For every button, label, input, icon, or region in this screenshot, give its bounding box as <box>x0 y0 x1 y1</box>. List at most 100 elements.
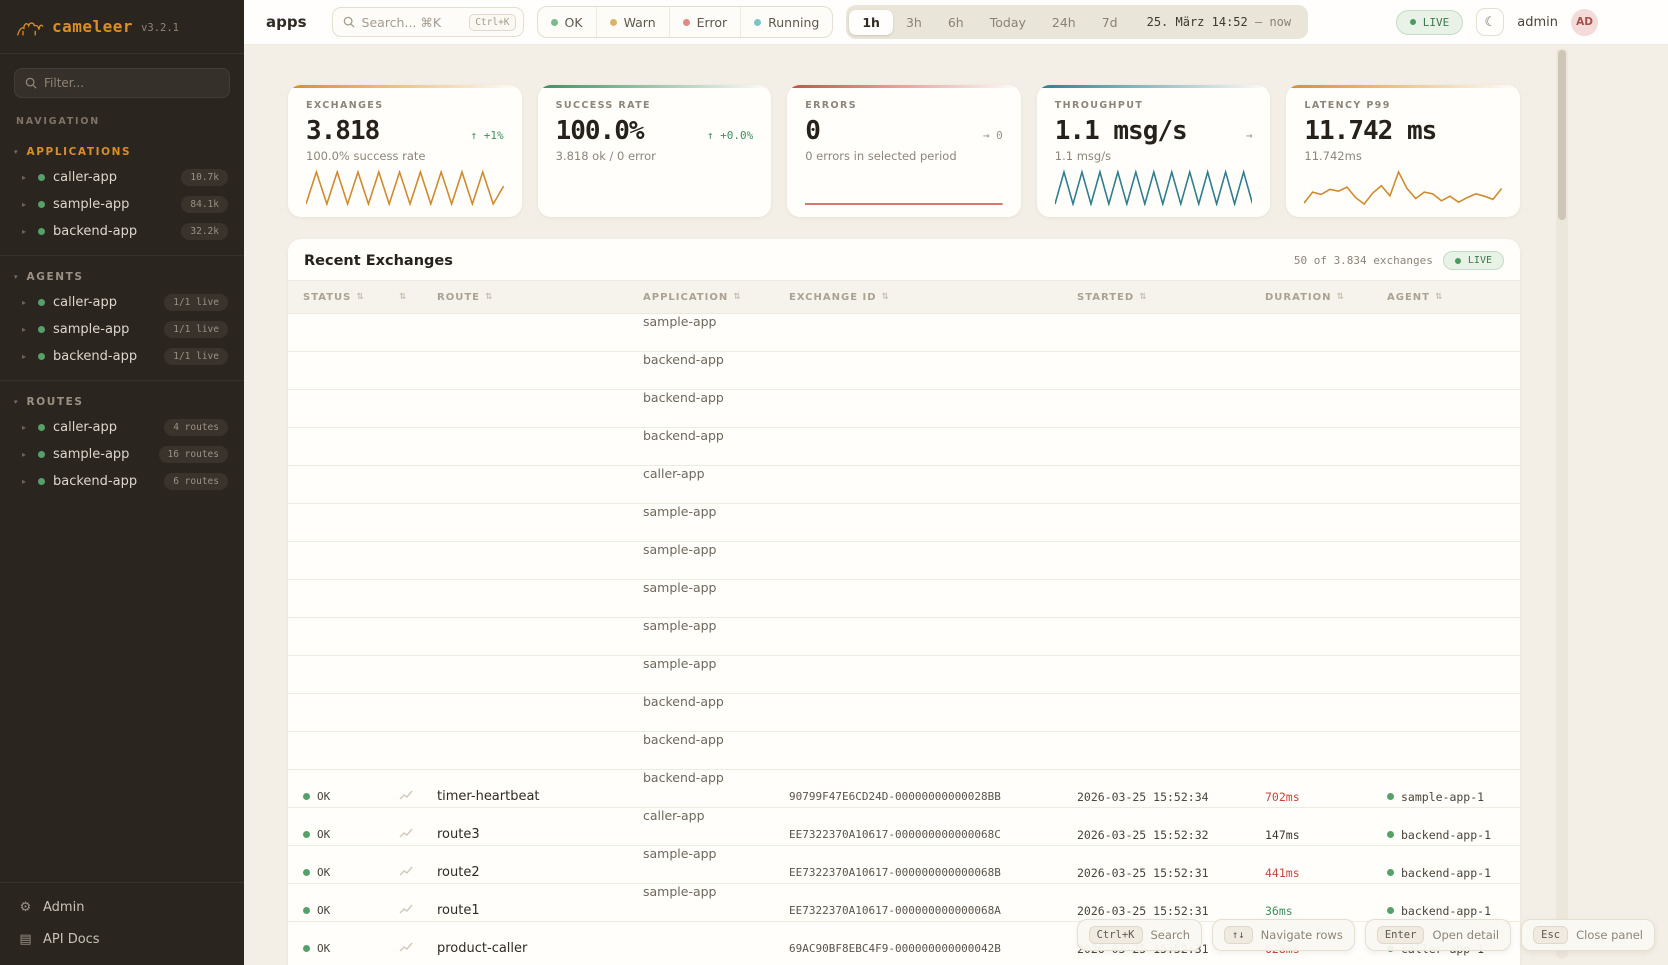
hint-search: Ctrl+K Search <box>1076 919 1203 951</box>
table-row[interactable]: OKroute2backend-appEE7322370A10617-00000… <box>288 732 1520 770</box>
sort-icon: ⇅ <box>1139 292 1148 302</box>
status-cell: OK <box>303 942 399 955</box>
sidebar-item-caller-app[interactable]: ▸ caller-app 4 routes <box>0 414 244 441</box>
section-header-routes[interactable]: ▾ ROUTES <box>0 389 244 414</box>
sidebar-sections: ▾ APPLICATIONS ▸ caller-app 10.7k ▸ sample-app… <box>0 131 244 505</box>
range-button-3h[interactable]: 3h <box>893 10 935 35</box>
status-dot <box>754 18 762 26</box>
section-header-applications[interactable]: ▾ APPLICATIONS <box>0 139 244 164</box>
card-accent-bar <box>288 85 522 88</box>
sparkline <box>1054 169 1253 206</box>
started-cell: 2026-03-25 15:52:32 <box>1077 827 1209 842</box>
sidebar-item-caller-app[interactable]: ▸ caller-app 10.7k <box>0 164 244 191</box>
application-cell: backend-app <box>643 732 724 747</box>
status-filter-ok[interactable]: OK <box>538 7 596 37</box>
status-dot <box>682 18 690 26</box>
column-header-route[interactable]: ROUTE ⇅ <box>437 292 643 303</box>
trend-spark-icon <box>399 942 413 952</box>
status-dot <box>38 326 45 333</box>
range-button-7d[interactable]: 7d <box>1089 10 1131 35</box>
card-label: SUCCESS RATE <box>555 100 651 111</box>
scrollbar[interactable] <box>1556 48 1568 959</box>
status-filter-error[interactable]: Error <box>668 7 740 37</box>
sparkline <box>1304 170 1502 206</box>
table-row[interactable]: OKtimer-heartbeatsample-app90799F47E6CD2… <box>288 618 1520 656</box>
card-value: 100.0% <box>555 116 645 146</box>
card-accent-bar <box>1286 85 1520 88</box>
theme-toggle-button[interactable]: ☾ <box>1476 8 1505 36</box>
sidebar-item-backend-app[interactable]: ▸ backend-app 1/1 live <box>0 343 244 370</box>
sidebar-item-sample-app[interactable]: ▸ sample-app 1/1 live <box>0 316 244 343</box>
search-input[interactable] <box>361 14 463 30</box>
section-label: AGENTS <box>26 271 84 283</box>
sidebar-item-label: caller-app <box>53 295 118 310</box>
column-header-started[interactable]: STARTED ⇅ <box>1077 292 1265 303</box>
table-row[interactable]: OKproduct-callercaller-app69AC90BF8EBC4F… <box>288 808 1520 846</box>
sidebar-footer-admin[interactable]: ⚙ Admin <box>0 891 244 923</box>
table-row[interactable]: OKroute1backend-appEE7322370A10617-00000… <box>288 770 1520 808</box>
sidebar-item-backend-app[interactable]: ▸ backend-app 6 routes <box>0 468 244 495</box>
status-cell: OK <box>303 866 399 879</box>
table-header-bar: Recent Exchanges 50 of 3.834 exchanges L… <box>288 239 1520 280</box>
sidebar-item-backend-app[interactable]: ▸ backend-app 32.2k <box>0 218 244 245</box>
agent-label: sample-app-1 <box>1401 789 1485 804</box>
hint-close-panel: Esc Close panel <box>1521 919 1655 951</box>
search-icon <box>343 16 355 28</box>
table-row[interactable]: OKroute3backend-appEE7322370A10617-00000… <box>288 694 1520 732</box>
date-separator: — <box>1247 15 1270 29</box>
table-row[interactable]: OKdata-gen-filessample-app90799F47E6CD24… <box>288 884 1520 922</box>
status-filter-group: OK Warn Error Running <box>536 6 834 38</box>
range-button-1h[interactable]: 1h <box>849 9 893 35</box>
started-cell: 2026-03-25 15:52:31 <box>1077 865 1209 880</box>
column-header-status[interactable]: STATUS ⇅ <box>303 292 399 303</box>
app-name: cameleer <box>52 17 134 36</box>
card-label: LATENCY P99 <box>1304 100 1391 111</box>
app-logo[interactable]: cameleer v3.2.1 <box>0 0 244 54</box>
section-header-agents[interactable]: ▾ AGENTS <box>0 264 244 289</box>
table-row[interactable]: OKdata-gen-nested-splitsample-app90799F4… <box>288 656 1520 694</box>
sort-icon: ⇅ <box>356 292 365 302</box>
sidebar-item-caller-app[interactable]: ▸ caller-app 1/1 live <box>0 289 244 316</box>
sidebar-item-sample-app[interactable]: ▸ sample-app 16 routes <box>0 441 244 468</box>
filter-input[interactable] <box>44 76 219 90</box>
scrollbar-thumb[interactable] <box>1558 50 1566 220</box>
table-row[interactable]: OKfile-processingsample-app90799F47E6CD2… <box>288 846 1520 884</box>
table-row[interactable]: OKerror-handling-testsample-app90799F47E… <box>288 580 1520 618</box>
table-row[interactable]: OKdata-gen-orderssample-app90799F47E6CD2… <box>288 542 1520 580</box>
status-cell: OK <box>303 904 399 917</box>
column-header-application[interactable]: APPLICATION ⇅ <box>643 292 789 303</box>
card-delta: ↑ +0.0% <box>706 129 754 142</box>
status-filter-running[interactable]: Running <box>740 7 832 37</box>
range-button-24h[interactable]: 24h <box>1039 10 1089 35</box>
range-button-today[interactable]: Today <box>977 10 1039 35</box>
table-row[interactable]: OKtimer-heartbeatsample-app90799F47E6CD2… <box>288 504 1520 542</box>
trend-spark-icon <box>399 790 413 800</box>
column-header-agent[interactable]: AGENT ⇅ <box>1387 292 1520 303</box>
kbd-esc: Esc <box>1533 926 1569 944</box>
column-header-trend[interactable]: ⇅ <box>399 292 437 302</box>
column-label: AGENT <box>1387 291 1430 303</box>
status-dot <box>550 18 558 26</box>
card-value: 0 <box>805 116 821 146</box>
application-cell: sample-app <box>643 542 717 557</box>
table-column-headers: STATUS ⇅ ⇅ ROUTE ⇅ APPLICATION ⇅ EXCHANGE ID ⇅ ST… <box>288 280 1520 314</box>
live-toggle-button[interactable]: LIVE <box>1395 9 1464 35</box>
sidebar-footer-api-docs[interactable]: ▤ API Docs <box>0 923 244 955</box>
sidebar-item-sample-app[interactable]: ▸ sample-app 84.1k <box>0 191 244 218</box>
status-filter-warn[interactable]: Warn <box>595 7 669 37</box>
application-cell: sample-app <box>643 846 717 861</box>
card-value: 1.1 msg/s <box>1054 116 1188 146</box>
route-cell: route3 <box>437 827 480 842</box>
avatar[interactable]: AD <box>1571 8 1598 36</box>
range-button-6h[interactable]: 6h <box>935 10 977 35</box>
column-header-exchange-id[interactable]: EXCHANGE ID ⇅ <box>789 292 1077 303</box>
status-label: OK <box>317 904 331 917</box>
column-header-duration[interactable]: DURATION ⇅ <box>1265 292 1387 303</box>
item-badge: 32.2k <box>181 223 228 240</box>
kbd-ctrl-k: Ctrl+K <box>1088 926 1143 944</box>
